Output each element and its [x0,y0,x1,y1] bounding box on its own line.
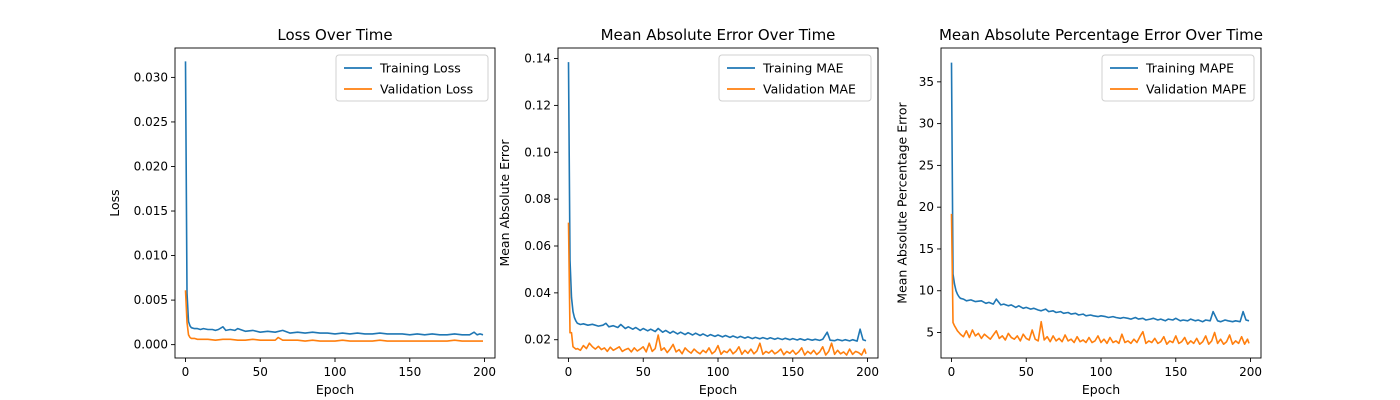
y-tick-label: 0.02 [524,333,551,347]
series-line-validation [184,290,483,342]
legend: Training MAPE Validation MAPE [1101,54,1255,102]
y-axis-label: Loss [107,189,122,216]
y-tick-label: 0.12 [524,98,551,112]
series-line-training [567,62,867,342]
y-tick-label: 0.06 [524,239,551,253]
y-tick-label: 15 [919,242,934,256]
x-tick-label: 0 [948,365,956,379]
y-tick-label: 10 [919,284,934,298]
x-tick-label: 50 [636,365,651,379]
y-tick-label: 35 [919,75,934,89]
legend-label: Training Loss [379,61,461,76]
series-line-training [950,62,1250,323]
series-line-validation [567,222,867,356]
legend-label: Training MAPE [1145,61,1234,76]
chart-1: 0 50 100 150 200 0.000 0.005 0.010 0.015 0.020 0.0… [107,26,496,397]
x-tick-label: 200 [473,365,496,379]
y-tick-label: 0.010 [134,249,168,263]
y-tick-label: 5 [926,326,934,340]
x-tick-label: 150 [781,365,804,379]
legend-label: Training MAE [762,61,844,76]
y-tick-label: 25 [919,158,934,172]
x-tick-label: 100 [324,365,347,379]
x-tick-label: 150 [398,365,421,379]
y-tick-label: 0.04 [524,286,551,300]
x-tick-label: 100 [1090,365,1113,379]
x-tick-label: 50 [253,365,268,379]
series-line-validation [950,213,1250,346]
y-axis-label: Mean Absolute Error [497,139,512,267]
chart-3: 0 50 100 150 200 5 10 15 20 25 30 35 Mean Absolute P… [895,26,1263,397]
y-tick-label: 30 [919,117,934,131]
x-tick-label: 100 [707,365,730,379]
chart-title: Mean Absolute Percentage Error Over Time [939,26,1263,44]
legend-label: Validation Loss [380,82,473,97]
x-axis-label: Epoch [1082,382,1120,397]
chart-2: 0 50 100 150 200 0.02 0.04 0.06 0.08 0.10 0.12 0.14… [497,26,879,397]
y-tick-label: 0.14 [524,52,551,66]
x-tick-label: 200 [1239,365,1262,379]
x-axis-label: Epoch [316,382,354,397]
legend-box [718,54,872,102]
legend: Training MAE Validation MAE [718,54,872,102]
legend-label: Validation MAE [763,82,856,97]
chart-title: Mean Absolute Error Over Time [601,26,836,44]
legend: Training Loss Validation Loss [335,54,489,102]
x-tick-label: 0 [565,365,573,379]
y-tick-label: 0.015 [134,204,168,218]
legend-box [1101,54,1255,102]
x-tick-label: 50 [1019,365,1034,379]
y-tick-label: 0.08 [524,192,551,206]
y-axis-label: Mean Absolute Percentage Error [895,101,910,303]
x-tick-label: 0 [182,365,190,379]
series-line-training [184,61,484,336]
y-tick-label: 0.030 [134,70,168,84]
legend-label: Validation MAPE [1146,82,1247,97]
y-tick-label: 0.005 [134,293,168,307]
y-tick-label: 0.025 [134,115,168,129]
y-tick-label: 0.000 [134,338,168,352]
y-tick-label: 0.10 [524,145,551,159]
x-axis-label: Epoch [699,382,737,397]
x-tick-label: 200 [856,365,879,379]
y-tick-label: 20 [919,200,934,214]
legend-box [335,54,489,102]
y-tick-label: 0.020 [134,159,168,173]
x-tick-label: 150 [1164,365,1187,379]
chart-title: Loss Over Time [277,26,392,44]
